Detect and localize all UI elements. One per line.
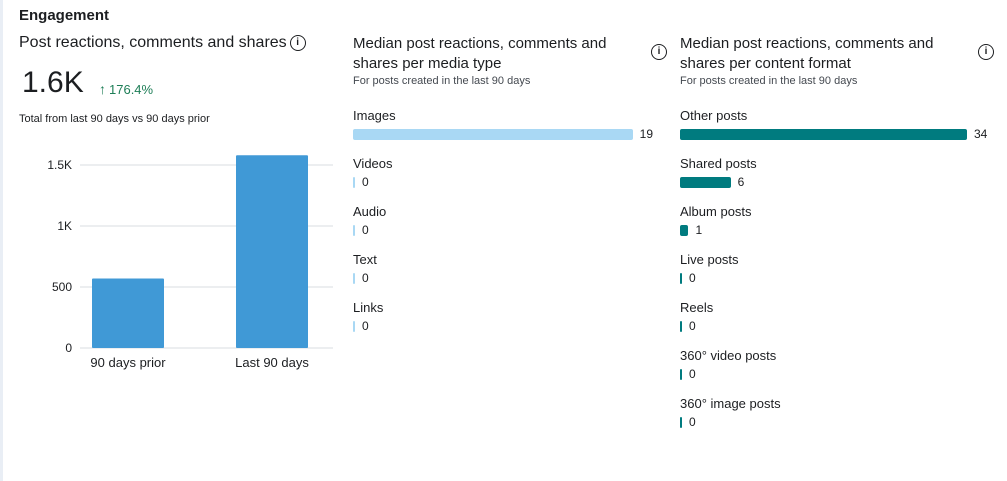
total-engagement-number: 1.6K <box>22 66 84 99</box>
section-title: Engagement <box>19 7 110 24</box>
bar-row: Images 19 <box>353 108 653 156</box>
bar-line: 0 <box>680 270 1000 286</box>
media-type-title: Median post reactions, comments and shar… <box>353 35 607 72</box>
bar-value: 0 <box>362 175 369 189</box>
bar[interactable] <box>680 176 731 188</box>
bar-line: 0 <box>680 366 1000 382</box>
bar-label: Links <box>353 300 384 315</box>
bar-value: 0 <box>362 223 369 237</box>
bar-line: 19 <box>353 126 653 142</box>
bar-label: Reels <box>680 300 714 315</box>
bar[interactable] <box>353 224 355 236</box>
content-format-title: Median post reactions, comments and shar… <box>680 35 934 72</box>
bar-label: Live posts <box>680 252 739 267</box>
bar-line: 34 <box>680 126 1000 142</box>
bar-label: Other posts <box>680 108 748 123</box>
bar-value: 0 <box>689 319 696 333</box>
bar-line: 0 <box>680 318 1000 334</box>
bar[interactable] <box>680 224 689 236</box>
bar-label: Text <box>353 252 377 267</box>
bar[interactable] <box>680 368 682 380</box>
bar-label: Audio <box>353 204 387 219</box>
change-indicator: ↑ 176.4% <box>99 81 153 97</box>
bar-row: Shared posts 6 <box>680 156 1000 204</box>
bar-row: Links 0 <box>353 300 653 348</box>
post-reactions-title-text: Post reactions, comments and shares <box>19 34 287 51</box>
bar-last-90-days[interactable] <box>236 155 308 348</box>
bar-value: 0 <box>362 271 369 285</box>
bar[interactable] <box>680 320 682 332</box>
bar-label: Shared posts <box>680 156 757 171</box>
post-reactions-subtitle: Total from last 90 days vs 90 days prior <box>19 113 210 125</box>
bar-value: 19 <box>639 127 653 141</box>
bar-value: 0 <box>689 415 696 429</box>
bar-row: 360° image posts 0 <box>680 396 1000 444</box>
bar-row: Live posts 0 <box>680 252 1000 300</box>
bar-label: Album posts <box>680 204 752 219</box>
bar-line: 0 <box>353 174 653 190</box>
bar-row: Album posts 1 <box>680 204 1000 252</box>
bar-value: 0 <box>689 367 696 381</box>
bar[interactable] <box>680 128 967 140</box>
bar-prior[interactable] <box>92 278 164 348</box>
media-type-bars: Images 19 Videos 0 Audio 0 Text 0 Links 0 <box>353 108 653 348</box>
bar[interactable] <box>680 416 682 428</box>
bar[interactable] <box>353 320 355 332</box>
bar-row: 360° video posts 0 <box>680 348 1000 396</box>
bar-line: 0 <box>353 318 653 334</box>
x-tick-label: Last 90 days <box>235 355 309 370</box>
y-tick-label: 1K <box>57 219 72 233</box>
bar[interactable] <box>680 272 682 284</box>
bar-value: 0 <box>689 271 696 285</box>
bar-label: 360° video posts <box>680 348 777 363</box>
bar[interactable] <box>353 176 355 188</box>
bar-row: Text 0 <box>353 252 653 300</box>
bar[interactable] <box>353 128 633 140</box>
bar-line: 6 <box>680 174 1000 190</box>
bar-row: Videos 0 <box>353 156 653 204</box>
bar-label: 360° image posts <box>680 396 781 411</box>
bar-line: 1 <box>680 222 1000 238</box>
bar-value: 0 <box>362 319 369 333</box>
bar-row: Other posts 34 <box>680 108 1000 156</box>
bar-line: 0 <box>353 270 653 286</box>
engagement-bar-chart: 0 500 1K 1.5K 90 days prior Last 90 days <box>47 155 333 370</box>
bar-row: Audio 0 <box>353 204 653 252</box>
post-reactions-title: Post reactions, comments and shares i <box>19 34 306 52</box>
bar-label: Videos <box>353 156 393 171</box>
bar[interactable] <box>353 272 355 284</box>
bar-label: Images <box>353 108 396 123</box>
change-percent: 176.4% <box>109 82 154 97</box>
arrow-up-icon: ↑ <box>99 81 106 97</box>
x-tick-label: 90 days prior <box>90 355 166 370</box>
left-border <box>0 0 3 481</box>
bar-value: 6 <box>737 175 745 189</box>
bar-line: 0 <box>353 222 653 238</box>
y-tick-label: 500 <box>52 280 72 294</box>
bar-row: Reels 0 <box>680 300 1000 348</box>
y-tick-label: 0 <box>65 341 72 355</box>
bar-line: 0 <box>680 414 1000 430</box>
info-icon[interactable]: i <box>651 44 667 60</box>
content-format-subtitle: For posts created in the last 90 days <box>680 75 858 87</box>
bar-value: 1 <box>695 223 703 237</box>
info-icon[interactable]: i <box>289 34 306 51</box>
bar-value: 34 <box>974 127 988 141</box>
y-tick-label: 1.5K <box>47 158 72 172</box>
info-icon[interactable]: i <box>978 44 994 60</box>
media-type-subtitle: For posts created in the last 90 days <box>353 75 531 87</box>
content-format-bars: Other posts 34 Shared posts 6 Album posts 1 Li… <box>680 108 1000 444</box>
